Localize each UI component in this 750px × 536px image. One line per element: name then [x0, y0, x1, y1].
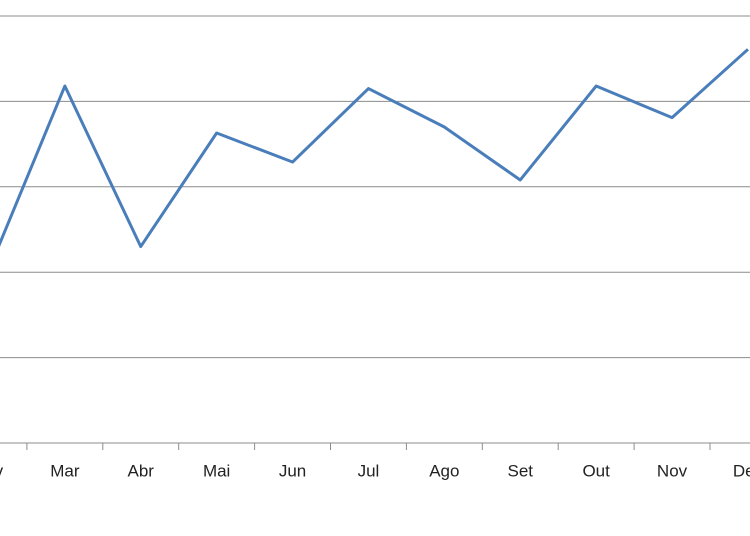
x-tick-label: Set [507, 461, 533, 480]
x-tick-label: Abr [128, 461, 155, 480]
x-tick-label: Dez [733, 461, 750, 480]
x-tick-label: Ago [429, 461, 459, 480]
x-tick-label: Fev [0, 461, 4, 480]
x-tick-label: Mar [50, 461, 80, 480]
x-tick-label: Nov [657, 461, 688, 480]
x-tick-label: Mai [203, 461, 230, 480]
x-tick-label: Jun [279, 461, 306, 480]
data-line [0, 48, 749, 249]
x-tick-label: Out [582, 461, 610, 480]
x-tick-label: Jul [358, 461, 380, 480]
